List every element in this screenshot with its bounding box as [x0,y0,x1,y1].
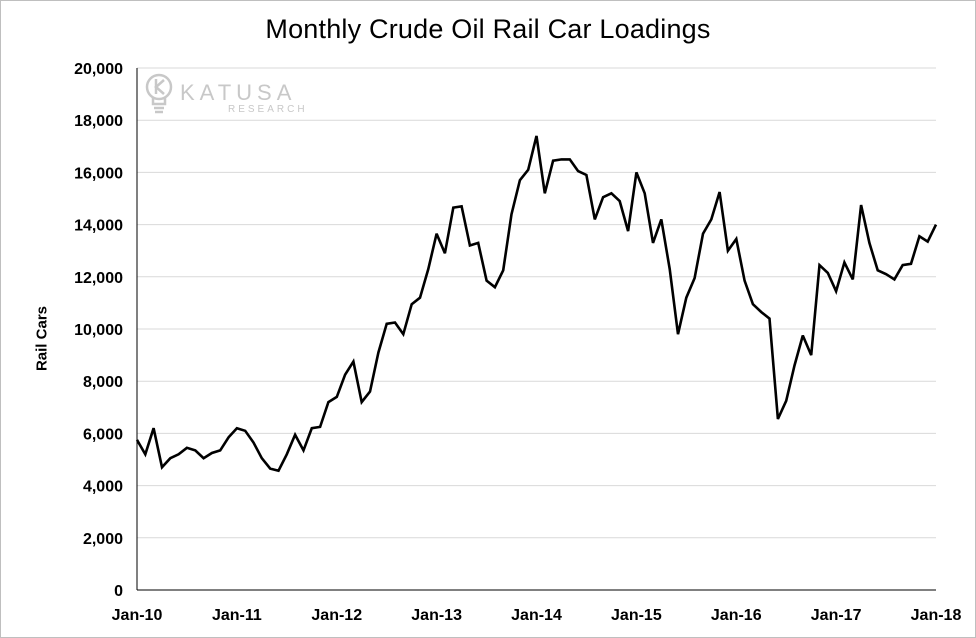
y-tick-label: 16,000 [74,165,123,182]
x-tick-label: Jan-10 [112,607,163,624]
y-tick-labels: 0 2,000 4,000 6,000 8,000 10,000 12,000 14,000 1… [74,61,123,600]
gridlines [137,67,936,539]
y-tick-label: 6,000 [83,426,123,443]
y-tick-label: 4,000 [83,479,123,496]
y-tick-label: 12,000 [74,270,123,287]
y-tick-label: 14,000 [74,218,123,235]
y-tick-label: 8,000 [83,374,123,391]
x-tick-label: Jan-11 [212,607,262,624]
y-tick-label: 2,000 [83,531,123,548]
y-tick-label: 0 [114,583,123,600]
y-tick-label: 10,000 [74,322,123,339]
chart-title: Monthly Crude Oil Rail Car Loadings [265,14,711,44]
logo-subtitle: RESEARCH [228,104,308,115]
x-tick-labels: Jan-10 Jan-11 Jan-12 Jan-13 Jan-14 Jan-15 Jan-… [112,607,962,624]
watermark-logo: KATUSA RESEARCH [142,72,322,116]
lightbulb-k-icon [145,73,173,114]
x-tick-label: Jan-12 [311,607,362,624]
x-tick-label: Jan-16 [711,607,762,624]
series-line [135,135,938,473]
x-tick-label: Jan-14 [511,607,562,624]
x-tick-label: Jan-15 [611,607,662,624]
x-tick-label: Jan-17 [811,607,862,624]
axes [136,68,936,591]
x-tick-label: Jan-18 [911,607,962,624]
y-tick-label: 18,000 [74,113,123,130]
logo-name: KATUSA [180,80,297,105]
y-tick-label: 20,000 [74,61,123,78]
series-group [135,135,938,473]
x-tick-label: Jan-13 [411,607,462,624]
